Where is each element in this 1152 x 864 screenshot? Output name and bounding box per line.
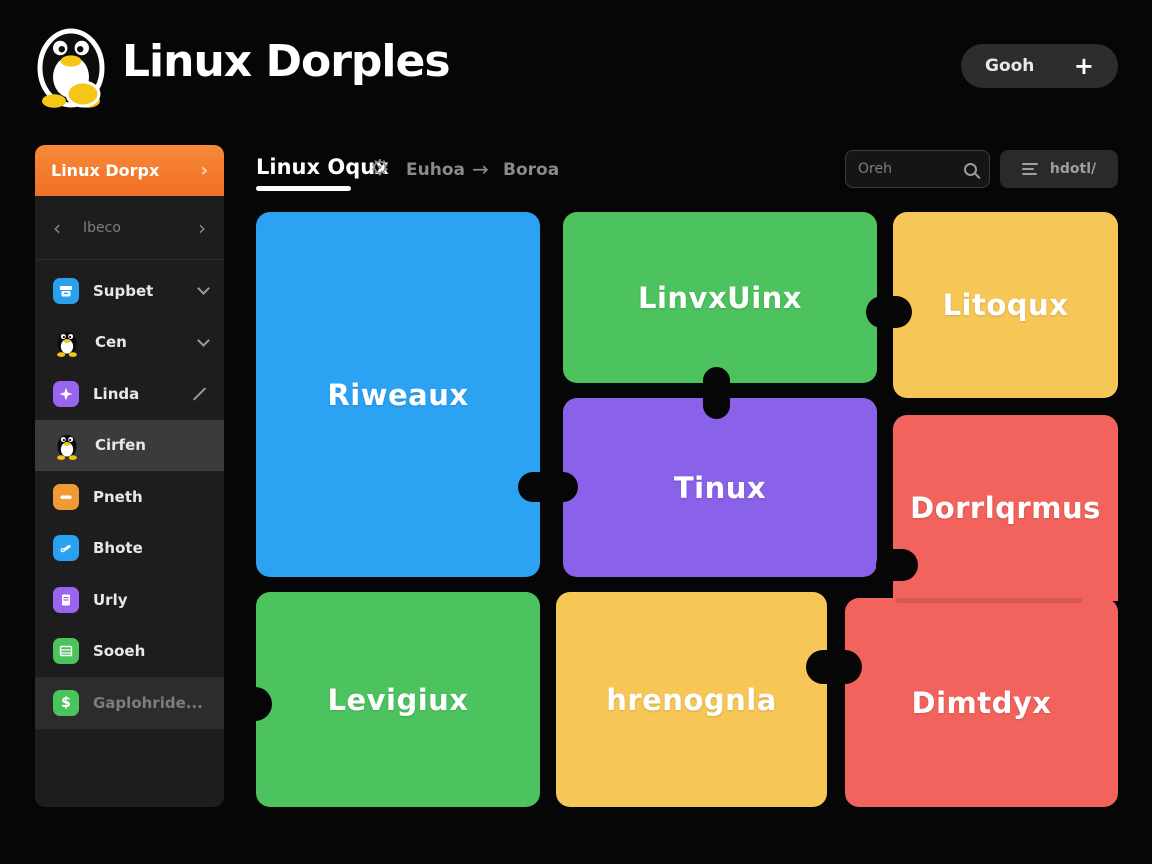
sidebar-item-supbet[interactable]: Supbet [35,265,224,317]
tile-label: hrenognla [606,682,777,717]
tab-linux-oqux[interactable]: Linux Oqux [256,155,389,179]
puzzle-knob-icon [238,687,272,721]
chevron-left-icon[interactable]: ‹ [53,215,61,240]
tile-riweaux[interactable]: Riweaux [256,212,540,577]
sidebar-item-urly[interactable]: Urly [35,574,224,626]
tile-hrenognla[interactable]: hrenognla [556,592,827,807]
gear-icon[interactable]: ⚙ [370,156,390,181]
chevron-right-icon[interactable]: › [198,215,206,240]
chevron-down-icon [197,333,210,347]
sidebar-item-label: Gaplohride... [93,693,203,712]
list-view-icon [1021,163,1038,175]
sidebar-item-label: Sooeh [93,642,146,661]
tile-label: Dimtdyx [911,685,1052,720]
search-input[interactable] [858,161,950,177]
tile-linvxuinx[interactable]: LinvxUinx [563,212,877,383]
sidebar: Linux Dorpx › ‹ Ibeco › Supbet Cen [35,145,224,807]
puzzle-knob-icon [703,367,730,419]
tile-label: Dorrlqrmus [910,491,1101,525]
minus-icon [53,483,79,510]
view-options-button[interactable]: hdotl/ [1000,150,1118,188]
edit-icon [192,387,207,401]
sidebar-item-label: Cirfen [95,436,146,455]
sidebar-header-label: Linux Dorpx [51,161,160,180]
penguin-icon [57,435,77,461]
breadcrumb-euhoa[interactable]: Euhoa [406,160,465,180]
sidebar-header[interactable]: Linux Dorpx › [35,145,224,196]
tile-label: LinvxUinx [637,280,802,315]
table-icon [53,638,79,665]
sidebar-item-gaplohride[interactable]: $ Gaplohride... [35,677,224,729]
archive-icon [53,277,79,304]
sidebar-item-label: Pneth [93,487,143,506]
active-tab-underline [256,186,351,191]
document-icon [53,586,79,613]
plus-icon: + [1073,52,1094,80]
sidebar-pager-label: Ibeco [83,219,121,236]
sidebar-item-sooeh[interactable]: Sooeh [35,626,224,678]
view-button-label: hdotl/ [1049,161,1097,177]
chevron-down-icon [197,282,210,296]
sidebar-item-cirfen[interactable]: Cirfen [35,419,224,471]
chevron-right-icon: › [200,160,208,181]
app-header: Linux Dorples Gooh + [0,0,1152,130]
dollar-icon: $ [53,689,79,716]
puzzle-knob-icon [518,472,578,502]
tile-label: Tinux [673,470,767,505]
sidebar-list: Supbet Cen Linda Cirfen [35,265,224,729]
star-icon [53,380,79,407]
tile-label: Riweaux [327,377,469,412]
sidebar-item-label: Bhote [93,539,143,558]
sidebar-item-cen[interactable]: Cen [35,317,224,369]
breadcrumb-boroa[interactable]: Boroa [503,160,560,180]
puzzle-knob-icon [876,549,918,581]
sidebar-pager: ‹ Ibeco › [35,196,224,260]
search-box [845,150,990,188]
sidebar-item-label: Supbet [93,281,154,300]
sidebar-item-pneth[interactable]: Pneth [35,471,224,523]
app-title: Linux Dorples [122,36,451,87]
tile-label: Levigiux [327,682,469,717]
tile-tinux[interactable]: Tinux [563,398,877,577]
tile-dorrlqrmus[interactable]: Dorrlqrmus [893,415,1118,601]
puzzle-knob-icon [806,650,862,684]
header-action-button[interactable]: Gooh + [961,44,1118,88]
header-action-label: Gooh [985,56,1035,76]
arrow-right-icon: → [472,157,489,181]
sidebar-item-bhote[interactable]: Bhote [35,523,224,575]
penguin-logo-icon [37,28,105,108]
search-icon[interactable] [964,162,977,176]
puzzle-seam [896,598,1082,603]
puzzle-knob-icon [866,296,912,328]
sidebar-item-linda[interactable]: Linda [35,368,224,420]
tile-dimtdyx[interactable]: Dimtdyx [845,598,1118,807]
tile-litoqux[interactable]: Litoqux [893,212,1118,398]
tile-label: Litoqux [942,288,1069,322]
sidebar-item-label: Cen [95,333,127,352]
penguin-icon [57,332,77,358]
tile-levigiux[interactable]: Levigiux [256,592,540,807]
sidebar-item-label: Urly [93,590,128,609]
sidebar-item-label: Linda [93,384,140,403]
wrench-icon [53,535,79,562]
